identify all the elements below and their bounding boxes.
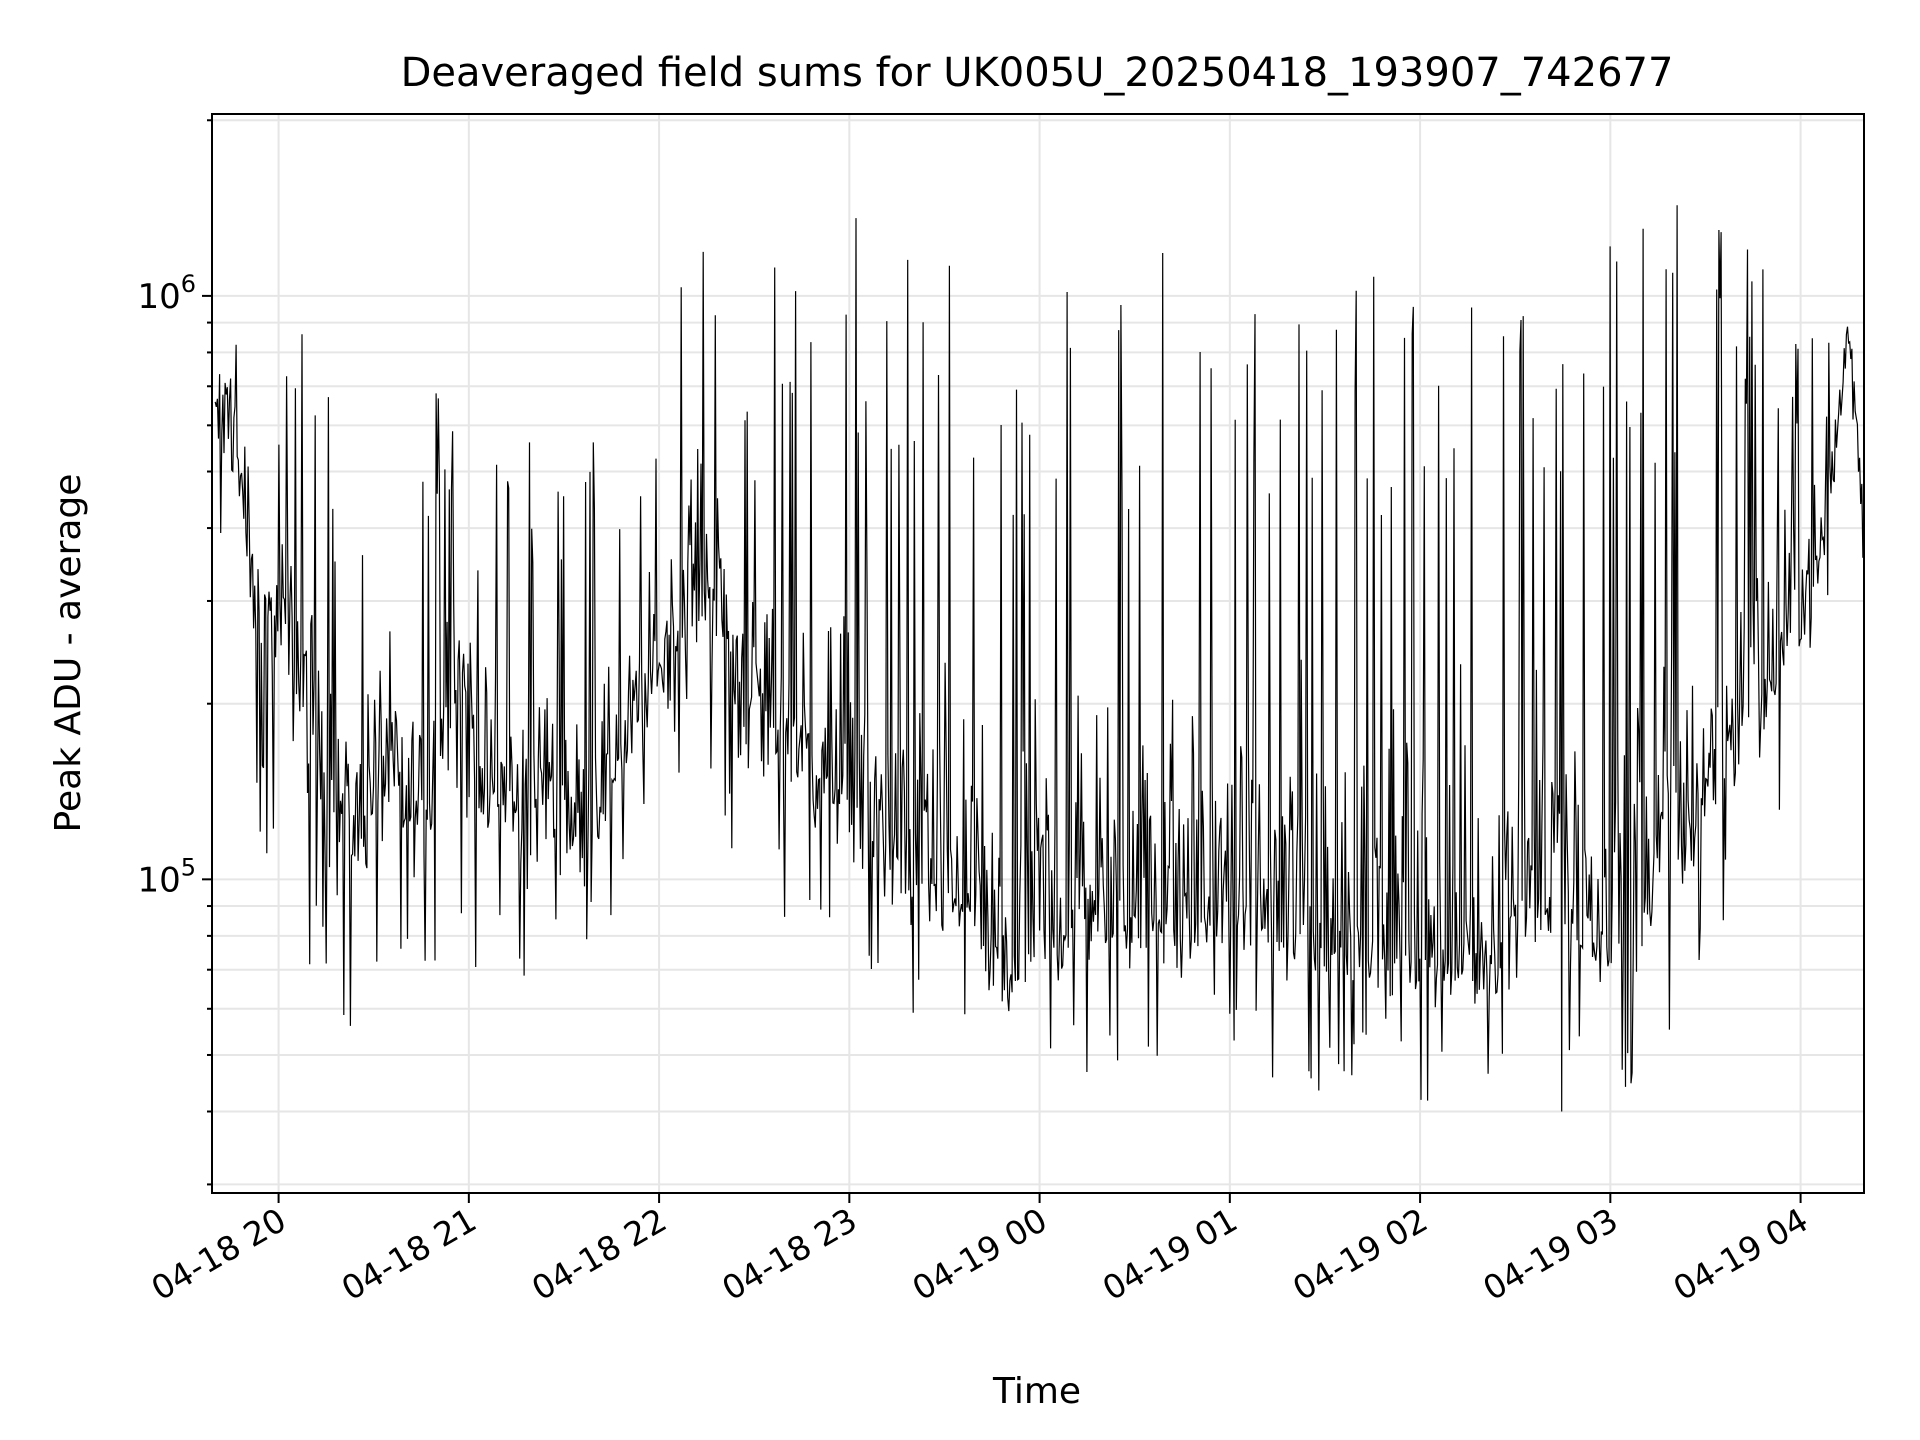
chart-title: Deaveraged field sums for UK005U_2025041… — [401, 50, 1674, 96]
grid — [212, 114, 1864, 1193]
y-axis: 105 106 — [137, 119, 212, 1186]
y-axis-label: Peak ADU - average — [48, 474, 89, 833]
series-line — [214, 205, 1865, 1112]
x-axis-label: Time — [992, 1371, 1081, 1412]
series-path — [214, 205, 1865, 1112]
plot-frame — [211, 113, 1865, 1194]
y-tick-label: 106 — [137, 270, 196, 317]
y-tick-label: 105 — [137, 853, 196, 900]
